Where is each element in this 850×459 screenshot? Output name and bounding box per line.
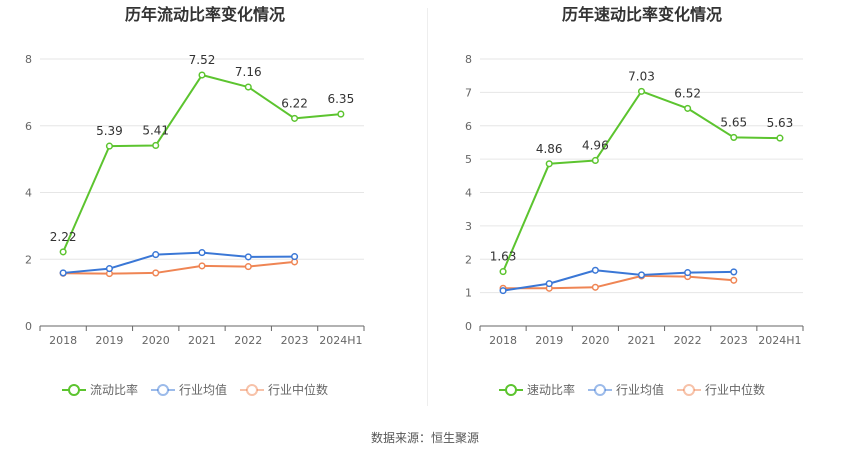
data-label: 4.96 bbox=[582, 138, 609, 152]
data-point bbox=[244, 83, 252, 91]
data-point bbox=[730, 276, 738, 284]
data-point bbox=[198, 249, 206, 257]
legend-marker bbox=[246, 384, 258, 396]
data-point bbox=[291, 253, 299, 261]
y-tick-label: 8 bbox=[465, 53, 472, 66]
x-tick-label: 2022 bbox=[674, 334, 702, 347]
x-tick-label: 2024H1 bbox=[319, 334, 362, 347]
x-tick-label: 2023 bbox=[720, 334, 748, 347]
y-tick-label: 0 bbox=[465, 320, 472, 333]
data-label: 6.35 bbox=[327, 92, 354, 106]
data-label: 2.22 bbox=[50, 230, 77, 244]
data-label: 6.52 bbox=[674, 86, 701, 100]
data-point bbox=[59, 248, 67, 256]
data-point bbox=[244, 263, 252, 271]
data-label: 6.22 bbox=[281, 96, 308, 110]
data-point bbox=[152, 251, 160, 259]
data-point bbox=[545, 280, 553, 288]
data-label: 7.03 bbox=[628, 69, 655, 83]
data-point bbox=[545, 160, 553, 168]
y-tick-label: 7 bbox=[465, 86, 472, 99]
x-tick-label: 2019 bbox=[535, 334, 563, 347]
x-tick-label: 2020 bbox=[581, 334, 609, 347]
data-point bbox=[198, 71, 206, 79]
legend-marker bbox=[157, 384, 169, 396]
x-tick-label: 2018 bbox=[489, 334, 517, 347]
data-label: 5.39 bbox=[96, 124, 123, 138]
legend-label: 行业均值 bbox=[179, 382, 227, 397]
data-label: 5.65 bbox=[720, 115, 747, 129]
y-tick-label: 8 bbox=[25, 53, 32, 66]
chart-title: 历年速动比率变化情况 bbox=[562, 5, 722, 24]
data-label: 7.16 bbox=[235, 65, 262, 79]
data-point bbox=[105, 265, 113, 273]
x-tick-label: 2022 bbox=[234, 334, 262, 347]
data-point bbox=[291, 114, 299, 122]
legend-label: 行业中位数 bbox=[705, 382, 765, 397]
data-point bbox=[152, 141, 160, 149]
data-point bbox=[730, 268, 738, 276]
data-point bbox=[776, 134, 784, 142]
data-label: 5.63 bbox=[767, 116, 794, 130]
y-tick-label: 2 bbox=[465, 253, 472, 266]
x-tick-label: 2019 bbox=[95, 334, 123, 347]
data-point bbox=[337, 110, 345, 118]
data-point bbox=[684, 104, 692, 112]
legend-marker bbox=[683, 384, 695, 396]
chart-title: 历年流动比率变化情况 bbox=[125, 5, 285, 24]
series-line-2 bbox=[503, 274, 734, 290]
data-point bbox=[637, 87, 646, 95]
data-label: 7.52 bbox=[189, 53, 216, 67]
x-tick-label: 2018 bbox=[49, 334, 77, 347]
y-tick-label: 6 bbox=[465, 120, 472, 133]
x-tick-label: 2024H1 bbox=[758, 334, 801, 347]
series-line-1 bbox=[63, 251, 295, 274]
data-point bbox=[499, 287, 507, 295]
data-point bbox=[244, 253, 252, 261]
legend-label: 流动比率 bbox=[90, 382, 138, 397]
data-point bbox=[152, 269, 160, 277]
legend-marker bbox=[594, 384, 606, 396]
legend-marker bbox=[505, 384, 517, 396]
data-point bbox=[198, 262, 206, 270]
legend-label: 速动比率 bbox=[527, 382, 575, 397]
y-tick-label: 4 bbox=[25, 187, 32, 200]
x-tick-label: 2020 bbox=[142, 334, 170, 347]
legend-label: 行业中位数 bbox=[268, 382, 328, 397]
source-label: 数据来源： bbox=[370, 431, 431, 445]
chart-divider bbox=[427, 8, 428, 406]
x-tick-label: 2021 bbox=[188, 334, 216, 347]
data-source: 数据来源：恒生聚源 bbox=[0, 429, 850, 446]
y-tick-label: 0 bbox=[25, 320, 32, 333]
y-tick-label: 4 bbox=[465, 187, 472, 200]
series-line-2 bbox=[63, 260, 295, 275]
y-tick-label: 5 bbox=[465, 153, 472, 166]
y-tick-label: 3 bbox=[465, 220, 472, 233]
y-tick-label: 6 bbox=[25, 120, 32, 133]
data-point bbox=[591, 156, 599, 165]
data-label: 4.86 bbox=[536, 142, 563, 156]
current-ratio-chart: 历年流动比率变化情况 0 2 4 6 8 2018 2019 2020 2021 2022 2023 2… bbox=[25, 5, 365, 397]
y-tick-label: 1 bbox=[465, 287, 472, 300]
quick-ratio-chart: 历年速动比率变化情况 0 1 2 3 4 5 6 7 8 2018 2019 2020 2021 2022 2… bbox=[465, 5, 804, 397]
data-label: 1.63 bbox=[490, 250, 517, 264]
data-label: 5.41 bbox=[142, 123, 169, 137]
series-line-1 bbox=[502, 269, 734, 292]
data-point bbox=[637, 271, 646, 279]
data-point bbox=[105, 142, 113, 150]
data-point bbox=[59, 269, 67, 277]
legend-label: 行业均值 bbox=[616, 382, 664, 397]
y-tick-label: 2 bbox=[25, 253, 32, 266]
x-tick-label: 2023 bbox=[281, 334, 309, 347]
legend-marker bbox=[68, 384, 80, 396]
x-tick-label: 2021 bbox=[628, 334, 656, 347]
data-point bbox=[730, 133, 738, 141]
data-point bbox=[684, 269, 692, 277]
data-point bbox=[591, 266, 599, 274]
data-point bbox=[591, 283, 599, 291]
source-value: 恒生聚源 bbox=[431, 431, 480, 445]
data-point bbox=[499, 268, 507, 276]
